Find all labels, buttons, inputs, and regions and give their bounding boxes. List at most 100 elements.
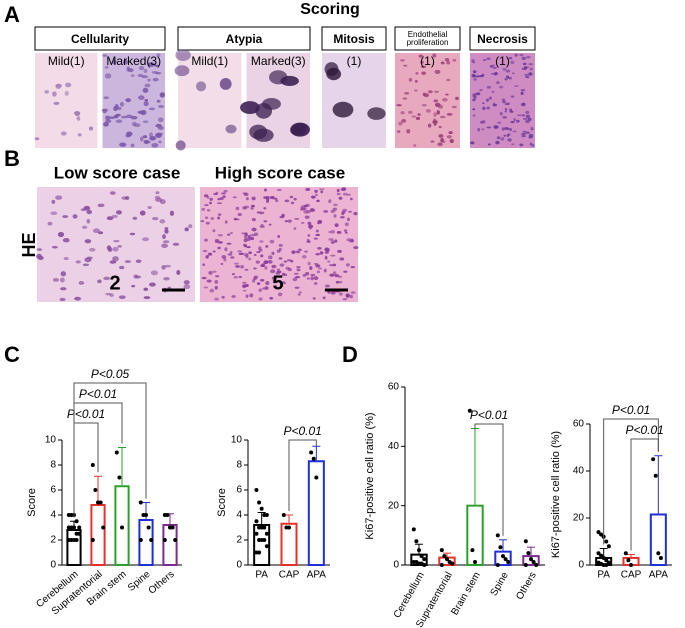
nucleus xyxy=(449,138,454,144)
data-point xyxy=(523,563,528,567)
nucleus xyxy=(220,192,226,195)
nucleus xyxy=(473,78,477,81)
nucleus xyxy=(305,188,311,191)
nucleus xyxy=(528,135,533,139)
case-title: High score case xyxy=(215,163,345,182)
nucleus xyxy=(229,250,233,254)
y-tick-label: 2 xyxy=(50,535,56,546)
nucleus xyxy=(342,192,348,196)
data-point xyxy=(90,538,95,542)
nucleus xyxy=(142,120,149,124)
nucleus xyxy=(269,239,275,244)
data-point xyxy=(170,525,175,530)
data-point xyxy=(604,558,609,563)
nucleus xyxy=(309,208,315,212)
data-point xyxy=(414,539,419,544)
nucleus xyxy=(219,196,224,201)
nucleus xyxy=(295,275,301,279)
y-tick-label: 8 xyxy=(50,460,56,471)
nucleus xyxy=(446,60,451,65)
nucleus xyxy=(505,75,510,79)
nucleus xyxy=(510,95,515,98)
nucleus xyxy=(157,125,164,130)
nucleus xyxy=(217,246,221,250)
nucleus xyxy=(525,131,530,134)
nucleus xyxy=(344,231,348,234)
nucleus xyxy=(470,141,475,145)
nucleus xyxy=(330,229,336,234)
data-point xyxy=(526,551,531,556)
nucleus xyxy=(65,82,72,88)
nucleus xyxy=(510,60,515,65)
nucleus xyxy=(523,117,528,120)
panel-label: B xyxy=(4,146,20,171)
nucleus xyxy=(349,294,354,299)
group-header: Cellularity xyxy=(70,31,130,46)
error-bar xyxy=(285,514,293,524)
nucleus xyxy=(529,67,534,71)
error-bar xyxy=(118,447,126,487)
data-point xyxy=(114,450,119,455)
nucleus xyxy=(283,260,288,263)
nucleus xyxy=(232,273,235,276)
nucleus xyxy=(396,104,402,107)
nucleus xyxy=(482,59,487,61)
nucleus xyxy=(175,49,191,61)
nucleus xyxy=(279,263,285,267)
nucleus xyxy=(266,199,270,203)
nucleus xyxy=(97,203,105,208)
nucleus xyxy=(345,293,350,298)
nucleus xyxy=(486,86,492,89)
nucleus xyxy=(421,71,427,75)
nucleus xyxy=(341,187,347,191)
nucleus xyxy=(222,195,226,199)
group-name: Cellularity xyxy=(70,31,130,46)
nucleus xyxy=(235,206,240,211)
nucleus xyxy=(350,266,355,269)
nucleus xyxy=(338,281,343,284)
nucleus xyxy=(119,102,125,107)
y-tick-label: 10 xyxy=(231,435,243,446)
nucleus xyxy=(256,211,260,214)
nucleus xyxy=(249,293,254,298)
nucleus xyxy=(512,72,515,75)
nucleus xyxy=(403,64,408,67)
histology-image xyxy=(395,53,460,148)
nucleus xyxy=(273,285,278,288)
nucleus xyxy=(268,255,273,260)
x-tick-label: APA xyxy=(307,570,327,581)
nucleus xyxy=(143,296,151,300)
group-header: Endothelial proliferation xyxy=(407,30,449,46)
nucleus xyxy=(215,275,220,278)
y-tick-label: 0 xyxy=(50,560,56,571)
error-bar xyxy=(527,546,535,557)
nucleus xyxy=(507,138,512,142)
nucleus xyxy=(527,117,532,121)
nucleus xyxy=(293,272,299,275)
y-tick-label: 0 xyxy=(393,560,399,571)
nucleus xyxy=(526,55,531,59)
nucleus xyxy=(234,218,240,221)
panel-label: C xyxy=(4,342,20,367)
nucleus xyxy=(324,62,339,77)
group-name: Mitosis xyxy=(333,31,375,46)
data-point xyxy=(74,519,79,524)
nucleus xyxy=(414,89,418,92)
nucleus xyxy=(521,56,526,61)
y-tick-label: 2 xyxy=(236,535,242,546)
nucleus xyxy=(350,197,353,201)
y-axis-label: Ki67-positive cell ratio (%) xyxy=(550,431,562,558)
nucleus xyxy=(143,287,149,291)
nucleus xyxy=(152,77,159,82)
nucleus xyxy=(250,207,254,210)
data-point xyxy=(658,555,663,560)
nucleus xyxy=(503,134,507,137)
nucleus xyxy=(500,137,505,141)
nucleus xyxy=(237,213,242,216)
nucleus xyxy=(433,99,439,103)
nucleus xyxy=(253,267,257,270)
histology-image xyxy=(174,49,242,151)
bar xyxy=(90,504,106,566)
data-point xyxy=(529,557,533,562)
nucleus xyxy=(226,242,232,245)
